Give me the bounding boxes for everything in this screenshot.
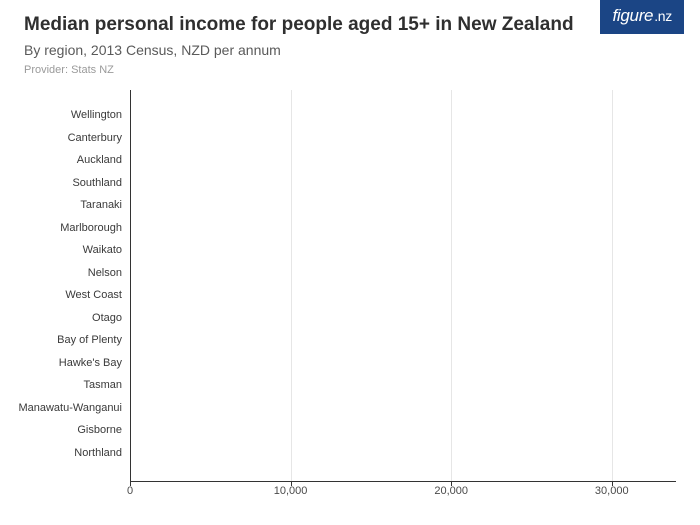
grid-line [612, 90, 613, 481]
logo-text: figure [612, 6, 653, 25]
bar-label: Waikato [0, 244, 130, 256]
bar-label: Wellington [0, 109, 130, 121]
x-axis-ticks: 0 10,000 20,000 30,000 [130, 482, 676, 504]
x-tick-label: 10,000 [274, 485, 308, 497]
y-axis [130, 90, 131, 481]
bar-label: Otago [0, 312, 130, 324]
bar-label: Taranaki [0, 199, 130, 211]
grid-line [291, 90, 292, 481]
bar-label: Auckland [0, 154, 130, 166]
chart-provider: Provider: Stats NZ [24, 64, 676, 76]
bar-label: Hawke's Bay [0, 357, 130, 369]
x-tick-label: 30,000 [595, 485, 629, 497]
bar-chart: WellingtonCanterburyAucklandSouthlandTar… [130, 90, 676, 482]
chart-subtitle: By region, 2013 Census, NZD per annum [24, 42, 676, 58]
bar-label: Southland [0, 177, 130, 189]
bar-label: West Coast [0, 289, 130, 301]
bar-label: Tasman [0, 379, 130, 391]
bar-label: Bay of Plenty [0, 334, 130, 346]
brand-logo: figure.nz [600, 0, 684, 34]
bar-label: Canterbury [0, 132, 130, 144]
chart-title: Median personal income for people aged 1… [24, 14, 676, 36]
bar-label: Marlborough [0, 222, 130, 234]
bar-label: Gisborne [0, 424, 130, 436]
chart-header: Median personal income for people aged 1… [0, 0, 700, 76]
logo-suffix: .nz [654, 8, 672, 24]
x-tick-label: 0 [127, 485, 133, 497]
grid-line [451, 90, 452, 481]
bar-label: Manawatu-Wanganui [0, 402, 130, 414]
x-tick-label: 20,000 [434, 485, 468, 497]
bar-label: Nelson [0, 267, 130, 279]
bar-label: Northland [0, 447, 130, 459]
